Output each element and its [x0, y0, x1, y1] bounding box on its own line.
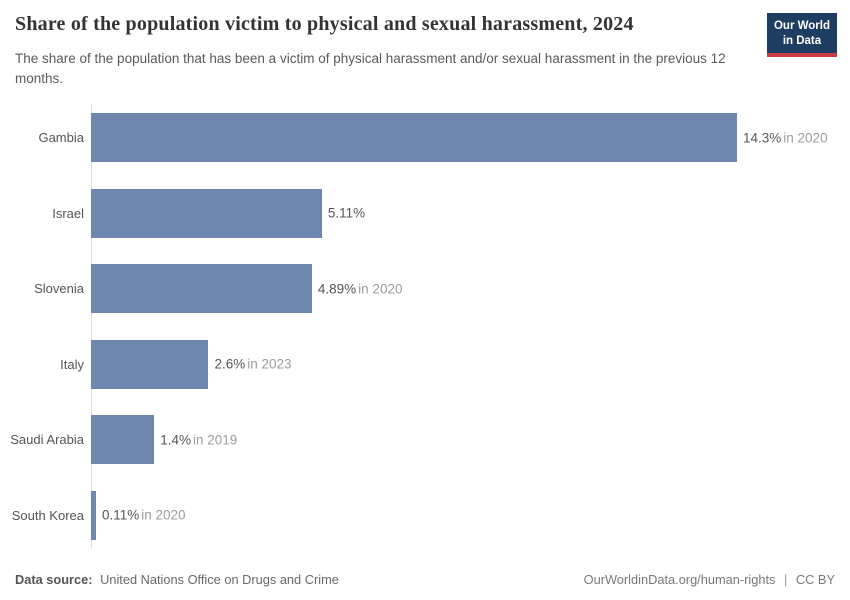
- value-year: in 2023: [247, 356, 292, 372]
- chart-title: Share of the population victim to physic…: [15, 13, 634, 35]
- bar-gambia[interactable]: 14.3% in 2020: [91, 113, 828, 163]
- bar-saudi-arabia[interactable]: 1.4% in 2019: [91, 415, 237, 465]
- footer-divider: |: [784, 572, 788, 587]
- category-label: Gambia: [38, 130, 84, 146]
- bar-track: 0.11% in 2020: [91, 490, 850, 540]
- bar-chart: Gambia 14.3% in 2020 Israel 5.11% Slovenia 4.8…: [0, 100, 850, 553]
- value-year: in 2020: [783, 130, 828, 146]
- bar-israel[interactable]: 5.11%: [91, 188, 365, 238]
- owid-logo-line2: in Data: [782, 34, 822, 47]
- chart-rows: Gambia 14.3% in 2020 Israel 5.11% Slovenia 4.8…: [0, 100, 850, 553]
- chart-row-south-korea: South Korea 0.11% in 2020: [0, 478, 850, 554]
- bar-track: 2.6% in 2023: [91, 339, 850, 389]
- owid-logo-line1: Our World: [773, 20, 830, 32]
- category-label: South Korea: [11, 507, 84, 523]
- bar-track: 1.4% in 2019: [91, 415, 850, 465]
- value-number: 14.3%: [743, 130, 782, 146]
- bar-italy[interactable]: 2.6% in 2023: [91, 339, 292, 389]
- data-source-value: United Nations Office on Drugs and Crime: [100, 572, 339, 587]
- value-number: 1.4%: [160, 432, 192, 448]
- footer-url[interactable]: OurWorldinData.org/human-rights: [583, 572, 776, 587]
- chart-row-slovenia: Slovenia 4.89% in 2020: [0, 251, 850, 327]
- value-label: 2.6% in 2023: [214, 357, 291, 372]
- footer-license: CC BY: [795, 572, 835, 587]
- chart-row-gambia: Gambia 14.3% in 2020: [0, 100, 850, 176]
- data-source-label: Data source:: [15, 572, 93, 587]
- y-axis-line: [91, 104, 92, 548]
- value-number: 4.89%: [317, 281, 357, 297]
- category-label: Saudi Arabia: [10, 432, 84, 448]
- chart-subtitle: The share of the population that has bee…: [15, 51, 726, 86]
- bar-track: 5.11%: [91, 188, 850, 238]
- chart-row-israel: Israel 5.11%: [0, 176, 850, 252]
- data-source: Data source: United Nations Office on Dr…: [15, 572, 339, 587]
- bar-track: 4.89% in 2020: [91, 264, 850, 314]
- bar-south-korea[interactable]: 0.11% in 2020: [91, 490, 186, 540]
- value-year: in 2020: [358, 281, 403, 297]
- footer-credits: OurWorldinData.org/human-rights | CC BY: [584, 572, 835, 587]
- value-number: 5.11%: [327, 205, 366, 221]
- value-label: 4.89% in 2020: [318, 281, 403, 296]
- value-year: in 2020: [141, 507, 186, 523]
- category-label: Israel: [52, 205, 84, 221]
- bar-track: 14.3% in 2020: [91, 113, 850, 163]
- value-label: 0.11% in 2020: [102, 508, 186, 523]
- chart-row-italy: Italy 2.6% in 2023: [0, 327, 850, 403]
- value-label: 14.3% in 2020: [743, 130, 828, 145]
- chart-row-saudi-arabia: Saudi Arabia 1.4% in 2019: [0, 402, 850, 478]
- value-number: 0.11%: [101, 507, 140, 523]
- value-label: 1.4% in 2019: [160, 432, 237, 447]
- owid-logo[interactable]: Our World in Data: [766, 13, 837, 57]
- value-number: 2.6%: [214, 356, 246, 372]
- category-label: Slovenia: [34, 281, 84, 297]
- bar-slovenia[interactable]: 4.89% in 2020: [91, 264, 402, 314]
- chart-footer: Data source: United Nations Office on Dr…: [15, 572, 835, 587]
- value-label: 5.11%: [328, 206, 365, 221]
- category-label: Italy: [60, 356, 84, 372]
- value-year: in 2019: [193, 432, 238, 448]
